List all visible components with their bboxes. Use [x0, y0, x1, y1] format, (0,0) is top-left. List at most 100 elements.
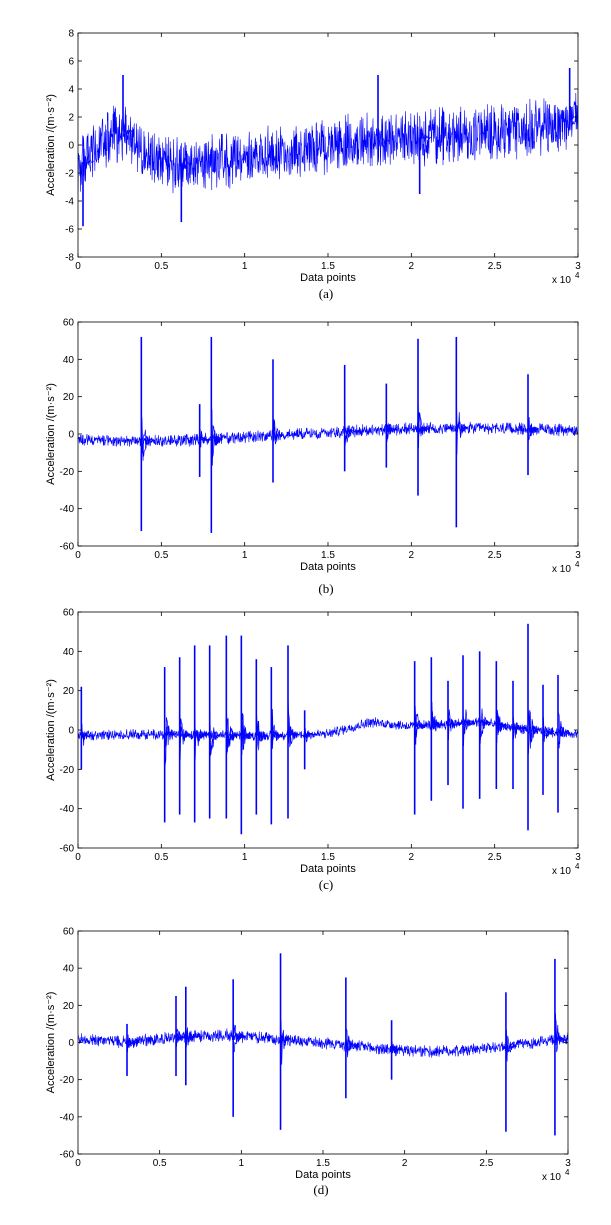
- x-tick-label: 1.5: [316, 1158, 330, 1169]
- y-tick-label: -40: [60, 504, 75, 515]
- subplot-c: 0 0.5 1 1.5 2 2.5 3 -60 -40 -20 0 20 40 60 Data points…: [45, 608, 581, 893]
- y-tick-label: -8: [65, 253, 74, 264]
- y-tick-label: 2: [68, 113, 74, 124]
- y-axis-label: Acceleration /(m·s⁻²): [45, 679, 57, 781]
- spike-ringing: [417, 413, 430, 449]
- x-axis-label: Data points: [295, 1169, 351, 1181]
- spike-ringing: [557, 710, 570, 744]
- spike-ringing: [225, 717, 238, 755]
- spike-ringing: [505, 1035, 517, 1062]
- spike-ringing: [430, 711, 443, 732]
- spike-ringing: [122, 122, 135, 143]
- y-tick-label: 0: [68, 141, 74, 152]
- x-tick-label: 1.5: [321, 550, 335, 561]
- x-tick-label: 1: [239, 1158, 245, 1169]
- spike-ringing: [240, 714, 253, 755]
- spike-ringing: [280, 1029, 292, 1065]
- x-exponent: 4: [565, 1168, 570, 1177]
- y-tick-label: -20: [60, 1075, 75, 1086]
- y-tick-label: 0: [68, 1038, 74, 1049]
- y-tick-label: -20: [60, 765, 75, 776]
- y-tick-label: -20: [60, 467, 75, 478]
- spike-ringing: [164, 717, 177, 765]
- y-tick-label: -6: [65, 225, 74, 236]
- x-tick-label: 1: [242, 550, 248, 561]
- spike-ringing: [232, 1030, 245, 1054]
- x-exponent: 4: [575, 271, 580, 280]
- x-tick-label: 0.5: [153, 1158, 167, 1169]
- x-tick-label: 1.5: [321, 261, 335, 272]
- y-tick-label: 60: [63, 318, 75, 329]
- y-tick-label: 40: [63, 647, 75, 658]
- spike-ringing: [527, 707, 540, 743]
- subplot-caption: (c): [319, 877, 333, 892]
- y-tick-label: 6: [68, 57, 74, 68]
- x-tick-label: 2: [409, 550, 415, 561]
- x-tick-label: 1: [242, 852, 248, 863]
- y-tick-label: 0: [68, 726, 74, 737]
- spike-ringing: [414, 713, 426, 745]
- spike-ringing: [495, 712, 508, 733]
- spike-ringing: [210, 409, 223, 466]
- spike-ringing: [512, 715, 525, 739]
- spike-ringing: [199, 428, 211, 448]
- spike-ringing: [377, 128, 390, 147]
- x-tick-label: 0: [75, 852, 81, 863]
- y-tick-label: 0: [68, 430, 74, 441]
- x-tick-label: 0.5: [154, 261, 168, 272]
- y-tick-label: 60: [63, 608, 75, 619]
- spike-ringing: [345, 1036, 358, 1058]
- x-tick-label: 2.5: [488, 261, 502, 272]
- y-tick-label: -2: [65, 169, 74, 180]
- y-tick-label: -60: [60, 542, 75, 553]
- x-tick-label: 3: [565, 1158, 571, 1169]
- x-tick-label: 0.5: [154, 852, 168, 863]
- spike-ringing: [527, 417, 540, 453]
- subplot-b: 0 0.5 1 1.5 2 2.5 3 -60 -40 -20 0 20 40 60 Data points…: [45, 318, 581, 597]
- spike-ringing: [80, 723, 93, 744]
- x-axis-label: Data points: [300, 863, 356, 875]
- x-tick-label: 2: [409, 261, 415, 272]
- subplot-caption: (d): [313, 1182, 328, 1197]
- subplot-caption: (a): [319, 286, 333, 301]
- spike-ringing: [569, 107, 578, 130]
- signal-line: [78, 92, 578, 194]
- spike-ringing: [164, 718, 176, 748]
- x-tick-label: 1.5: [321, 852, 335, 863]
- y-tick-label: -60: [60, 844, 75, 855]
- signal-line: [78, 1028, 568, 1058]
- x-tick-label: 2: [409, 852, 415, 863]
- y-axis-label: Acceleration /(m·s⁻²): [45, 94, 57, 196]
- spike-ringing: [194, 729, 207, 760]
- y-axis-label: Acceleration /(m·s⁻²): [45, 383, 57, 485]
- x-tick-label: 2.5: [488, 550, 502, 561]
- spike-ringing: [527, 423, 540, 441]
- spike-ringing: [140, 412, 153, 461]
- spike-ringing: [255, 720, 268, 749]
- x-tick-label: 3: [575, 261, 581, 272]
- x-tick-label: 3: [575, 852, 581, 863]
- spike-ringing: [447, 709, 460, 732]
- spike-ringing: [140, 417, 153, 457]
- x-axis-label: Data points: [300, 561, 356, 573]
- spike-ringing: [180, 143, 193, 178]
- spike-ringing: [82, 140, 95, 177]
- spike-ringing: [455, 412, 468, 455]
- spike-ringing: [554, 1020, 566, 1050]
- y-tick-label: 8: [68, 29, 74, 40]
- spike-ringing: [554, 1012, 567, 1053]
- spike-ringing: [385, 424, 398, 442]
- y-tick-label: 60: [63, 927, 75, 938]
- subplot-a: 0 0.5 1 1.5 2 2.5 3 -8 -6 -4 -2 0 2 4 6 8 Data points x 1…: [45, 29, 581, 302]
- y-tick-label: -40: [60, 1112, 75, 1123]
- x-multiplier: x 10: [552, 564, 571, 575]
- x-multiplier: x 10: [542, 1172, 561, 1183]
- x-tick-label: 0.5: [154, 550, 168, 561]
- y-tick-label: 20: [63, 392, 75, 403]
- y-tick-label: -60: [60, 1150, 75, 1161]
- y-tick-label: 40: [63, 964, 75, 975]
- spike-ringing: [270, 709, 283, 748]
- subplot-d: 0 0.5 1 1.5 2 2.5 3 -60 -40 -20 0 20 40 60 Data points…: [45, 927, 571, 1198]
- x-tick-label: 3: [575, 550, 581, 561]
